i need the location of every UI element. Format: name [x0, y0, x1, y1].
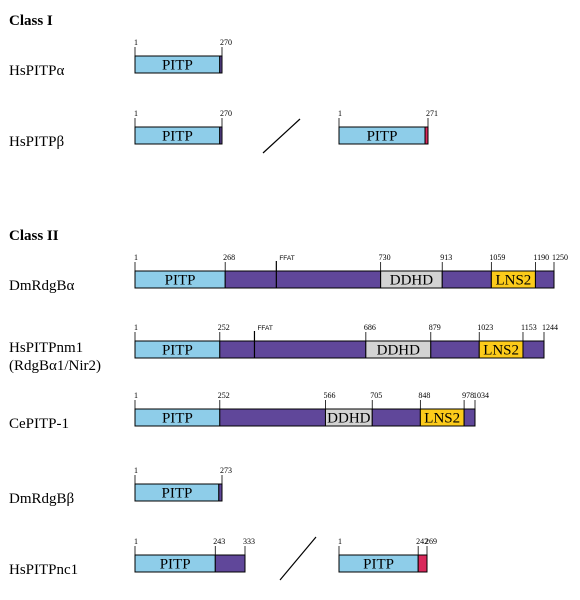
lns2-domain-label: LNS2	[483, 343, 519, 359]
position-label: 848	[418, 391, 430, 400]
protein-name-hspitpnm1: HsPITPnm1	[9, 340, 83, 356]
protein-name-cepitp1: CePITP-1	[9, 416, 69, 432]
position-label: 270	[220, 38, 232, 47]
protein-name-hspitpnc1: HsPITPnc1	[9, 562, 78, 578]
position-label: 879	[429, 323, 441, 332]
pitp-domain-label: PITP	[165, 273, 196, 289]
lns2-domain-label: LNS2	[495, 273, 531, 289]
position-label: 273	[220, 466, 232, 475]
position-label: 1190	[533, 253, 549, 262]
body-domain	[219, 408, 326, 427]
position-label: 705	[370, 391, 382, 400]
protein-row-hspitpb: HsPITPβ PITP 1 270 PITP 1 271	[9, 109, 438, 154]
position-label: 566	[323, 391, 335, 400]
position-label: 252	[218, 323, 230, 332]
body-domain	[224, 270, 382, 289]
body-domain	[522, 340, 545, 359]
position-label: 271	[426, 109, 438, 118]
position-label: 1059	[489, 253, 505, 262]
lns2-domain-label: LNS2	[424, 411, 460, 427]
position-label: 1	[134, 253, 138, 262]
protein-outline	[134, 126, 223, 145]
body-domain	[534, 270, 555, 289]
section-title-class1: Class I	[9, 13, 53, 29]
protein-outline	[134, 270, 555, 289]
section-title-class2: Class II	[9, 228, 59, 244]
ddhd-domain-label: DDHD	[390, 273, 433, 289]
protein-outline	[338, 126, 429, 145]
position-label: 243	[213, 537, 225, 546]
position-label: 1250	[552, 253, 568, 262]
body-domain	[214, 554, 246, 573]
protein-rows: HsPITPα PITP 1 270 HsPITPβ PITP 1 270 PITP 1 271 Dm…	[9, 38, 568, 581]
protein-name-dmrdgba: DmRdgBα	[9, 278, 75, 294]
pitp-domain-label: PITP	[363, 557, 394, 573]
position-label: 913	[440, 253, 452, 262]
position-label: 730	[379, 253, 391, 262]
protein-outline	[134, 483, 223, 502]
ddhd-domain-label: DDHD	[327, 411, 370, 427]
position-label: 978	[462, 391, 474, 400]
body-domain	[441, 270, 492, 289]
position-label: 270	[220, 109, 232, 118]
position-label: 1	[134, 323, 138, 332]
position-label: 333	[243, 537, 255, 546]
protein-outline	[134, 340, 545, 359]
position-label: 1023	[477, 323, 493, 332]
segment-separator-slash	[262, 118, 301, 154]
position-label: 1	[134, 466, 138, 475]
body-domain	[371, 408, 421, 427]
protein-name-dmrdgbb: DmRdgBβ	[9, 491, 74, 507]
position-label: 1153	[521, 323, 537, 332]
pitp-domain-label: PITP	[162, 411, 193, 427]
protein-name-hspitpnm1: (RdgBα1/Nir2)	[9, 358, 101, 374]
protein-row-hspitpnm1: HsPITPnm1 (RdgBα1/Nir2) PITP DDHD LNS2 1 252 68…	[9, 323, 558, 374]
protein-outline	[134, 408, 476, 427]
cterm_red-domain	[417, 554, 428, 573]
pitp-domain-label: PITP	[162, 58, 193, 74]
position-label: 1	[134, 537, 138, 546]
position-label: 686	[364, 323, 376, 332]
pitp-domain-label: PITP	[160, 557, 191, 573]
protein-row-dmrdgbb: DmRdgBβ PITP 1 273	[9, 466, 232, 507]
pitp-domain-label: PITP	[161, 486, 192, 502]
position-label: 1034	[473, 391, 489, 400]
protein-row-dmrdgba: DmRdgBα PITP DDHD LNS2 1 268 730 913 1059 1190 125…	[9, 253, 568, 294]
position-label: 1244	[542, 323, 558, 332]
body-domain	[430, 340, 480, 359]
position-label: 1	[134, 391, 138, 400]
protein-outline	[134, 55, 223, 74]
position-label: 242	[416, 537, 428, 546]
protein-name-hspitpb: HsPITPβ	[9, 134, 64, 150]
ffat-motif-label: FFAT	[279, 255, 294, 262]
position-label: 1	[134, 38, 138, 47]
position-label: 1	[134, 109, 138, 118]
ddhd-domain-label: DDHD	[377, 343, 420, 359]
pitp-domain-label: PITP	[162, 343, 193, 359]
position-label: 269	[425, 537, 437, 546]
protein-outline	[134, 554, 246, 573]
body-domain	[463, 408, 476, 427]
segment-separator-slash	[279, 536, 317, 581]
position-label: 1	[338, 537, 342, 546]
ffat-motif-label: FFAT	[257, 325, 272, 332]
body-domain	[219, 340, 367, 359]
protein-name-hspitpa: HsPITPα	[9, 63, 65, 79]
protein-outline	[338, 554, 428, 573]
protein-row-hspitpa: HsPITPα PITP 1 270	[9, 38, 232, 79]
position-label: 268	[223, 253, 235, 262]
position-label: 1	[338, 109, 342, 118]
pitp-domain-label: PITP	[367, 129, 398, 145]
pitp-domain-label: PITP	[162, 129, 193, 145]
position-label: 252	[218, 391, 230, 400]
